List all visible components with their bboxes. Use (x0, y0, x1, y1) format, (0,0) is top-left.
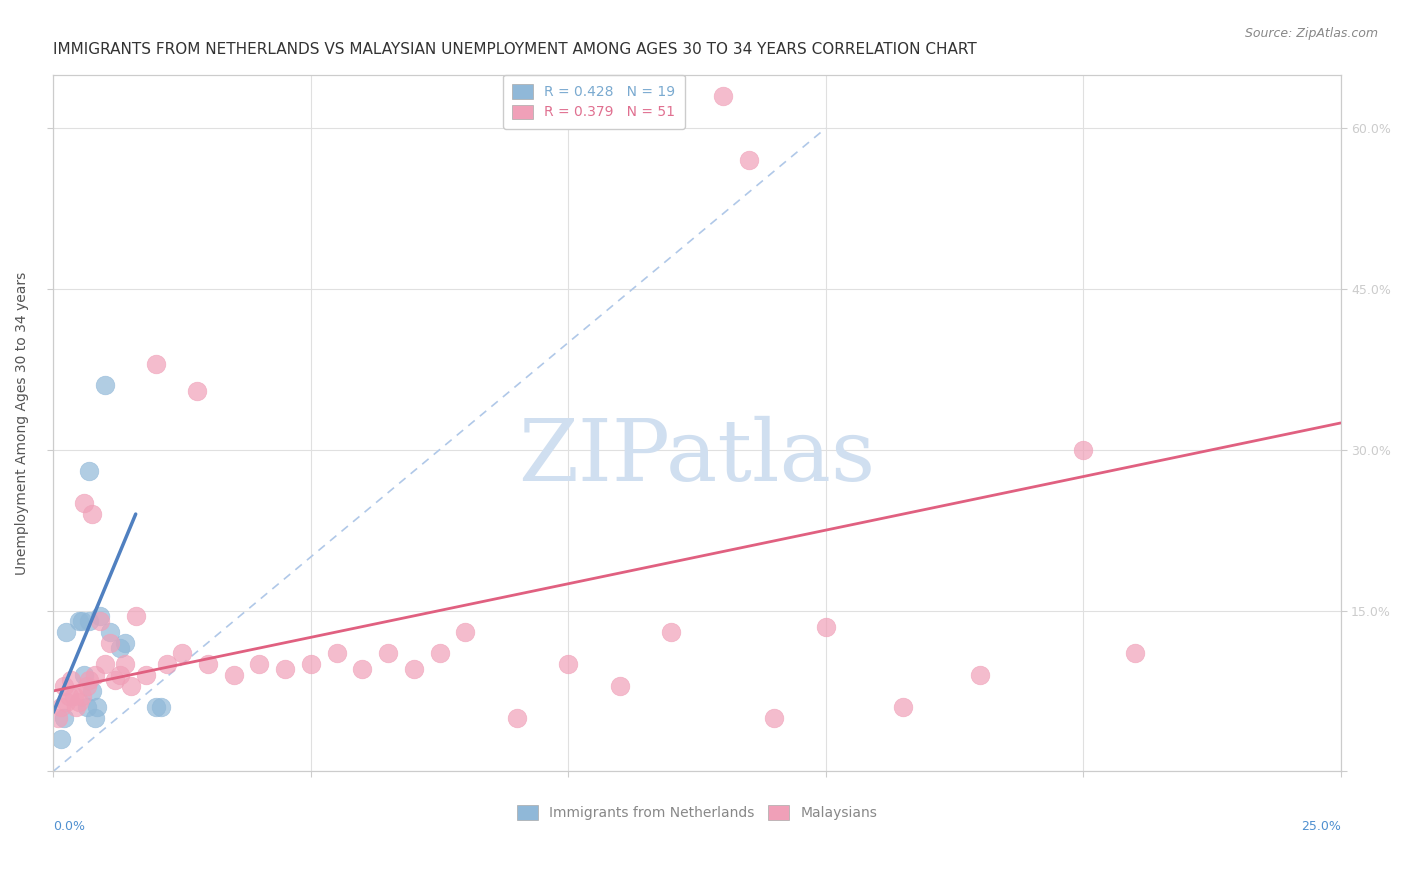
Point (186, 384, 208, 398)
Point (402, 663, 425, 677)
Point (79, 464, 101, 478)
Point (52, 679, 75, 693)
Point (58, 690, 80, 704)
Point (274, 663, 297, 677)
Y-axis label: Unemployment Among Ages 30 to 34 years: Unemployment Among Ages 30 to 34 years (15, 271, 30, 574)
Point (86, 700, 108, 714)
Point (83, 711, 105, 725)
Point (135, 668, 157, 682)
Point (94, 378, 117, 392)
Point (609, 679, 631, 693)
Text: IMMIGRANTS FROM NETHERLANDS VS MALAYSIAN UNEMPLOYMENT AMONG AGES 30 TO 34 YEARS : IMMIGRANTS FROM NETHERLANDS VS MALAYSIAN… (53, 42, 977, 57)
Point (52, 711, 75, 725)
Point (73, 668, 96, 682)
Text: 0.0%: 0.0% (53, 820, 86, 833)
Point (429, 647, 451, 661)
Text: Source: ZipAtlas.com: Source: ZipAtlas.com (1244, 27, 1378, 40)
Point (557, 657, 579, 672)
Point (79, 673, 101, 688)
Point (352, 663, 374, 677)
Point (891, 700, 914, 714)
Point (120, 679, 142, 693)
Point (67, 614, 90, 628)
Point (70, 690, 93, 704)
Point (247, 657, 270, 672)
Point (49, 732, 72, 747)
Point (325, 647, 347, 661)
Point (711, 89, 734, 103)
Point (125, 608, 148, 623)
Point (89, 608, 111, 623)
Point (60, 673, 83, 688)
Point (299, 657, 322, 672)
Point (49, 700, 72, 714)
Point (170, 647, 193, 661)
Point (454, 624, 477, 639)
Point (659, 624, 682, 639)
Point (55, 695, 77, 709)
Point (145, 700, 167, 714)
Point (79, 614, 101, 628)
Point (1123, 647, 1146, 661)
Point (73, 496, 96, 510)
Point (145, 357, 167, 371)
Legend: Immigrants from Netherlands, Malaysians: Immigrants from Netherlands, Malaysians (510, 798, 884, 827)
Point (763, 711, 786, 725)
Text: 25.0%: 25.0% (1301, 820, 1341, 833)
Point (222, 668, 245, 682)
Point (98, 624, 121, 639)
Point (80, 507, 103, 521)
Point (114, 657, 136, 672)
Point (506, 711, 529, 725)
Point (76, 700, 98, 714)
Point (377, 647, 399, 661)
Point (89, 614, 111, 628)
Point (969, 668, 991, 682)
Point (55, 624, 77, 639)
Point (94, 657, 117, 672)
Point (1071, 442, 1094, 457)
Point (63, 690, 86, 704)
Point (65, 700, 87, 714)
Point (76, 679, 98, 693)
Point (737, 153, 759, 168)
Point (114, 636, 136, 650)
Point (197, 657, 219, 672)
Point (48, 711, 70, 725)
Point (98, 636, 121, 650)
Text: ZIPatlas: ZIPatlas (519, 417, 876, 500)
Point (70, 614, 93, 628)
Point (110, 668, 132, 682)
Point (110, 641, 132, 656)
Point (150, 700, 173, 714)
Point (814, 619, 837, 633)
Point (67, 695, 90, 709)
Point (104, 673, 127, 688)
Point (80, 684, 103, 698)
Point (155, 657, 177, 672)
Point (83, 668, 105, 682)
